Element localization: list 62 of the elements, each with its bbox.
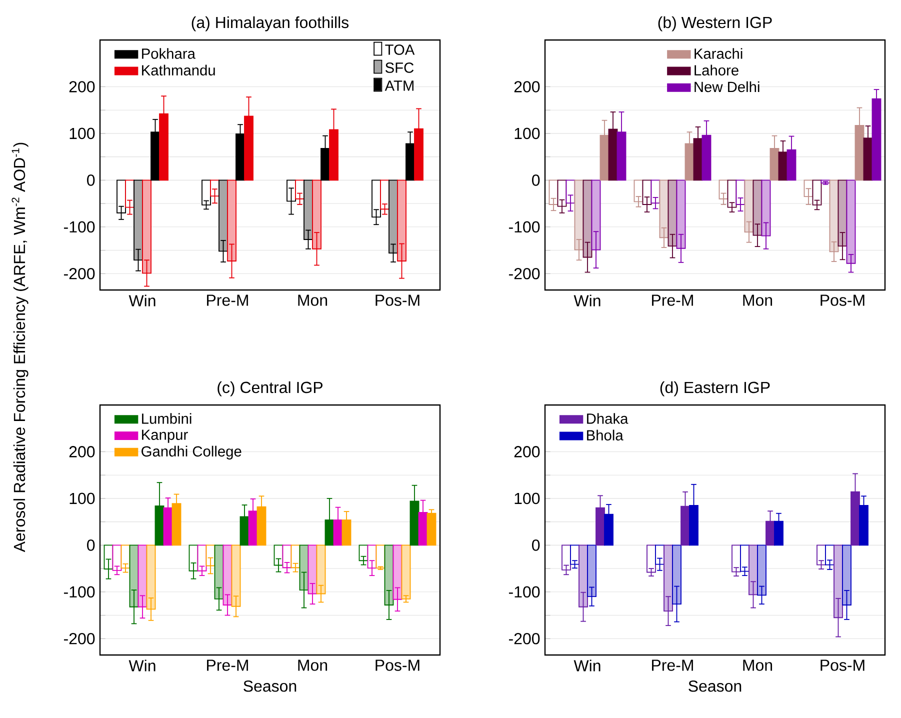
legend-label: Kathmandu xyxy=(142,64,215,76)
legend-label: Dhaka xyxy=(587,413,628,424)
y-tick-label: -100 xyxy=(64,586,95,598)
bar xyxy=(406,143,415,181)
x-tick-label: Pos-M xyxy=(376,660,420,671)
y-tick-label: -100 xyxy=(508,221,540,233)
annotation: SFC xyxy=(385,62,414,73)
x-tick-label: Pre-M xyxy=(207,294,248,306)
x-tick-label: Pre-M xyxy=(652,294,693,306)
legend-label: Lumbini xyxy=(142,413,192,424)
x-tick-label: Mon xyxy=(743,660,772,671)
bar xyxy=(308,544,318,594)
legend-label: Lahore xyxy=(694,64,738,76)
x-tick-label: Win xyxy=(574,294,600,306)
chart-title: (d) Eastern IGP xyxy=(660,381,770,396)
legend-label: Bhola xyxy=(587,430,624,440)
y-tick-label: 100 xyxy=(70,128,95,140)
chart-title: (c) Central IGP xyxy=(218,381,322,396)
x-tick-label: Pos-M xyxy=(820,660,864,671)
y-tick-label: -100 xyxy=(508,586,540,598)
bar xyxy=(582,180,592,258)
x-axis-title: Season xyxy=(688,680,742,692)
y-axis-title: Aerosol Radiative Forcing Efficiency (ARFE, Wm$^{-2}$ AOD$^{-1}$) xyxy=(12,142,28,552)
x-tick-label: Pre-M xyxy=(207,660,248,671)
x-tick-label: Win xyxy=(574,660,600,672)
x-tick-label: Pos-M xyxy=(820,294,864,306)
y-tick-label: 100 xyxy=(514,492,540,504)
bar xyxy=(401,544,411,600)
y-tick-label: -200 xyxy=(508,632,540,644)
x-tick-label: Win xyxy=(128,660,156,672)
y-tick-label: -200 xyxy=(64,632,95,644)
bar xyxy=(426,512,436,546)
x-tick-label: Mon xyxy=(298,660,328,671)
y-tick-label: 200 xyxy=(69,81,95,92)
y-tick-label: 0 xyxy=(532,174,540,186)
annotation: ATM xyxy=(384,80,414,91)
x-tick-label: Win xyxy=(128,294,156,306)
y-tick-label: 200 xyxy=(514,81,540,92)
bar xyxy=(316,544,326,594)
chart-title: (a) Himalayan foothills xyxy=(192,16,349,32)
x-tick-label: Pre-M xyxy=(652,660,693,671)
annotation: TOA xyxy=(385,44,415,55)
x-axis-title: Season xyxy=(244,680,296,692)
legend-label: Pokhara xyxy=(142,48,196,59)
legend-label: Karachi xyxy=(694,48,742,59)
y-tick-label: 200 xyxy=(514,446,540,458)
y-tick-label: 0 xyxy=(87,540,95,551)
y-tick-label: 0 xyxy=(87,174,95,186)
y-tick-label: 0 xyxy=(532,540,540,551)
y-tick-label: -200 xyxy=(508,268,540,280)
x-tick-label: Pos-M xyxy=(376,294,420,306)
y-tick-label: 100 xyxy=(70,492,95,504)
y-tick-label: 200 xyxy=(69,446,95,458)
x-tick-label: Mon xyxy=(743,294,772,306)
legend-label: Gandhi College xyxy=(142,446,242,460)
legend-label: Kanpur xyxy=(142,430,188,443)
y-tick-label: -200 xyxy=(64,268,95,280)
chart-title: (b) Western IGP xyxy=(658,16,772,32)
y-tick-label: -100 xyxy=(64,221,95,233)
legend-label: New Delhi xyxy=(694,81,760,92)
x-tick-label: Mon xyxy=(298,294,328,306)
y-tick-label: 100 xyxy=(514,128,540,140)
